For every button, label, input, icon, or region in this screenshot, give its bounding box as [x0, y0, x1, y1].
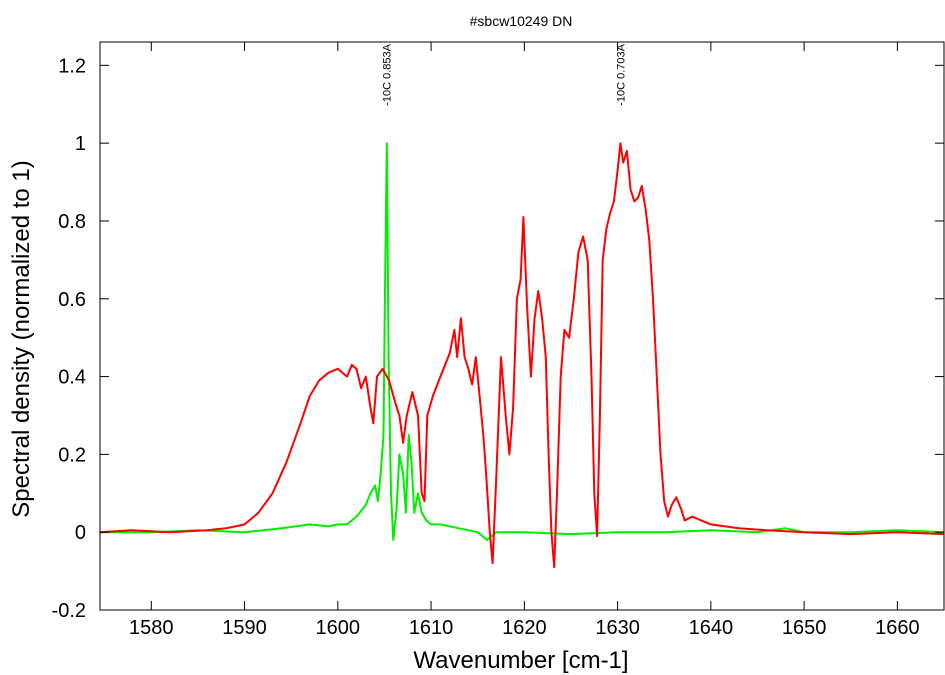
y-tick-label: 0.8 — [58, 211, 86, 233]
x-tick-label: 1650 — [782, 617, 827, 639]
ticks-layer: 1580 1590 1600 1610 1620 1630 1640 1650 1660 -0.2… — [52, 42, 944, 639]
y-axis-label: Spectral density (normalized to 1) — [8, 160, 35, 518]
x-tick-label: 1640 — [689, 617, 734, 639]
series-layer — [100, 142, 944, 569]
plot-area: 1580 1590 1600 1610 1620 1630 1640 1650 1660 -0.2… — [52, 41, 945, 639]
x-tick-label: 1660 — [875, 617, 920, 639]
x-tick-label: 1580 — [129, 617, 174, 639]
y-tick-label: -0.2 — [52, 600, 86, 622]
x-tick-label: 1610 — [409, 617, 454, 639]
x-axis-label: Wavenumber [cm-1] — [413, 647, 628, 674]
x-tick-label: 1620 — [502, 617, 547, 639]
y-tick-label: 0.6 — [58, 289, 86, 311]
peak-annotation: -10C 0.853A — [381, 43, 393, 105]
annotations-layer: -10C 0.853A -10C 0.703A — [381, 43, 627, 105]
x-tick-label: 1630 — [595, 617, 640, 639]
y-tick-label: 1 — [75, 133, 86, 155]
y-tick-label: 1.2 — [58, 55, 86, 77]
y-tick-label: 0.4 — [58, 367, 86, 389]
series-line-0 — [100, 142, 944, 569]
series-line-1 — [100, 142, 944, 541]
x-tick-label: 1600 — [316, 617, 361, 639]
y-tick-label: 0 — [75, 522, 86, 544]
chart-title: #sbcw10249 DN — [470, 13, 573, 29]
y-tick-label: 0.2 — [58, 444, 86, 466]
plot-frame — [99, 41, 945, 611]
x-tick-label: 1590 — [222, 617, 267, 639]
peak-annotation: -10C 0.703A — [615, 43, 627, 105]
